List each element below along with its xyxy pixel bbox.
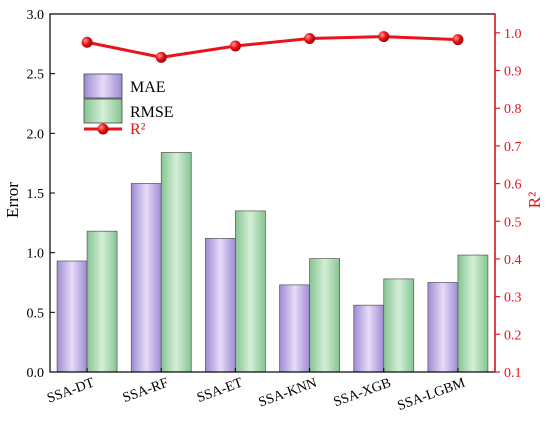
right-tick-label: 0.8 <box>504 102 522 117</box>
legend-label-mae: MAE <box>130 79 166 96</box>
right-tick-label: 0.9 <box>504 65 522 80</box>
legend-swatch-mae <box>83 73 123 99</box>
right-tick-label: 0.7 <box>504 140 522 155</box>
bar-mae-ssa-lgbm <box>427 282 459 373</box>
category-label-ssa-et: SSA-ET <box>195 376 245 406</box>
r2-point-ssa-dt <box>81 36 93 48</box>
bar-mae-ssa-rf <box>130 183 162 373</box>
left-tick-label: 3.0 <box>27 8 45 23</box>
legend-swatch-rmse <box>83 98 123 124</box>
right-tick-label: 0.5 <box>504 215 522 230</box>
bar-rmse-ssa-xgb <box>383 278 415 373</box>
bar-mae-ssa-xgb <box>353 304 385 373</box>
right-axis-ticks: 0.1 0.2 0.3 0.4 0.5 0.6 0.7 0.8 0.9 1.0 <box>495 27 522 381</box>
left-tick-label: 1.5 <box>27 187 45 202</box>
category-label-ssa-dt: SSA-DT <box>45 376 97 407</box>
left-tick-label: 2.5 <box>27 68 45 83</box>
left-tick-label: 2.0 <box>27 127 45 142</box>
bar-rmse-ssa-et <box>235 210 266 373</box>
bar-mae-ssa-et <box>205 237 236 373</box>
r2-series-line <box>86 35 458 59</box>
y-axis-title-left: Error <box>3 182 22 218</box>
right-tick-label: 0.2 <box>504 328 522 343</box>
category-label-ssa-rf: SSA-RF <box>121 376 171 406</box>
legend-label-r2: R² <box>130 121 146 138</box>
left-tick-label: 0.0 <box>27 366 45 381</box>
bars-layer <box>56 152 489 373</box>
r2-point-ssa-knn <box>304 32 316 44</box>
category-label-ssa-xgb: SSA-XGB <box>332 376 393 411</box>
legend: MAE RMSE R² <box>83 73 174 138</box>
r2-line-layer <box>81 31 464 63</box>
bar-rmse-ssa-dt <box>86 230 118 373</box>
right-tick-label: 0.1 <box>504 366 522 381</box>
legend-label-rmse: RMSE <box>130 104 174 121</box>
category-label-ssa-lgbm: SSA-LGBM <box>396 375 468 413</box>
category-label-ssa-knn: SSA-KNN <box>257 376 319 411</box>
right-tick-label: 0.3 <box>504 291 522 306</box>
category-labels: SSA-DT SSA-RF SSA-ET SSA-KNN SSA-XGB SSA-LGBM <box>45 368 468 414</box>
r2-point-ssa-xgb <box>378 31 390 43</box>
right-tick-label: 0.4 <box>504 253 522 268</box>
y-axis-title-right: R² <box>525 192 544 208</box>
right-tick-label: 0.6 <box>504 178 522 193</box>
bar-mae-ssa-knn <box>279 284 310 373</box>
left-tick-label: 0.5 <box>27 306 45 321</box>
bar-rmse-ssa-lgbm <box>457 254 489 373</box>
bar-rmse-ssa-knn <box>309 258 340 373</box>
left-axis-ticks: 0.0 0.5 1.0 1.5 2.0 2.5 3.0 <box>27 8 55 381</box>
legend-marker-r2 <box>97 123 109 135</box>
r2-point-ssa-et <box>229 40 241 52</box>
bar-rmse-ssa-rf <box>160 152 192 373</box>
r2-point-ssa-rf <box>155 51 167 63</box>
right-tick-label: 1.0 <box>504 27 522 42</box>
r2-point-ssa-lgbm <box>452 34 464 46</box>
left-tick-label: 1.0 <box>27 247 45 262</box>
bar-mae-ssa-dt <box>56 260 88 373</box>
